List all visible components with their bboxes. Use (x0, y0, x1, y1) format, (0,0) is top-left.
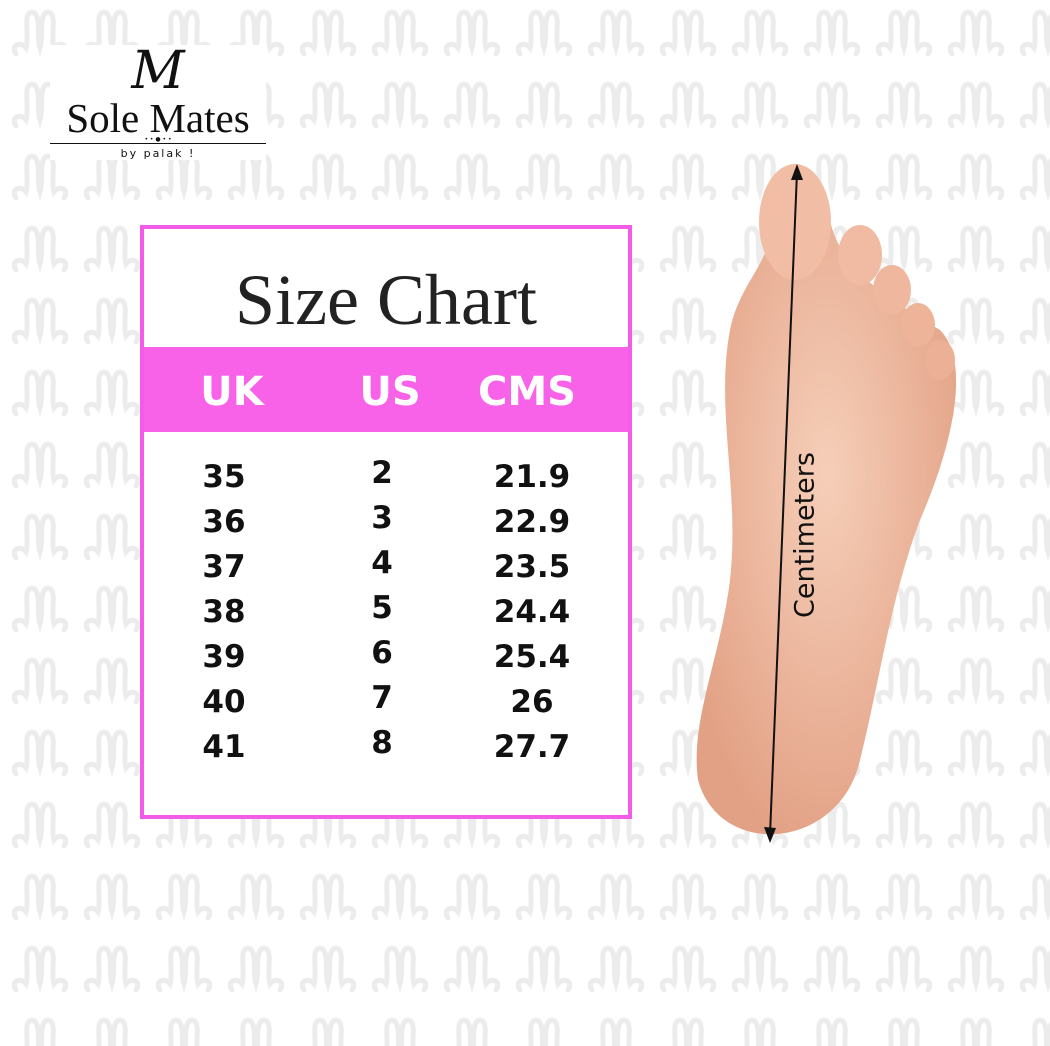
table-cell: 3 (371, 500, 393, 536)
table-cell: 41 (202, 729, 246, 765)
table-cell: 2 (371, 455, 393, 491)
brand-logo: M Sole Mates by palak ! (50, 45, 266, 160)
table-header: UK US CMS (144, 347, 628, 432)
table-cell: 37 (202, 549, 246, 585)
chart-title: Size Chart (235, 260, 537, 340)
brand-name: Sole Mates (66, 95, 250, 141)
table-cell: 35 (202, 459, 246, 495)
column-header-us: US (359, 369, 421, 415)
table-cell: 4 (371, 545, 393, 581)
table-cell: 6 (371, 635, 393, 671)
measurement-label: Centimeters (789, 452, 821, 618)
column-header-uk: UK (200, 369, 264, 415)
column-header-cms: CMS (478, 369, 576, 415)
table-cell: 5 (371, 590, 393, 626)
brand-tagline: by palak ! (120, 147, 196, 160)
table-cell: 38 (202, 594, 246, 630)
table-cell: 8 (371, 725, 393, 761)
table-cell: 24.4 (493, 594, 571, 630)
table-cell: 36 (202, 504, 246, 540)
foot-sole-illustration-icon (696, 164, 957, 843)
table-cell: 27.7 (493, 729, 571, 765)
table-cell: 21.9 (493, 459, 571, 495)
table-cell: 7 (371, 680, 393, 716)
table-cell: 40 (202, 684, 246, 720)
logo-mark-icon: M (131, 41, 185, 101)
table-cell: 25.4 (493, 639, 571, 675)
measure-arrow-icon (764, 164, 803, 843)
table-cell: 26 (510, 684, 554, 720)
table-cell: 39 (202, 639, 246, 675)
table-cell: 23.5 (493, 549, 571, 585)
size-chart-table: Size Chart UK US CMS 35 2 21.9 36 3 22.9 37 4 23… (140, 225, 632, 819)
logo-divider (50, 143, 266, 144)
table-cell: 22.9 (493, 504, 571, 540)
